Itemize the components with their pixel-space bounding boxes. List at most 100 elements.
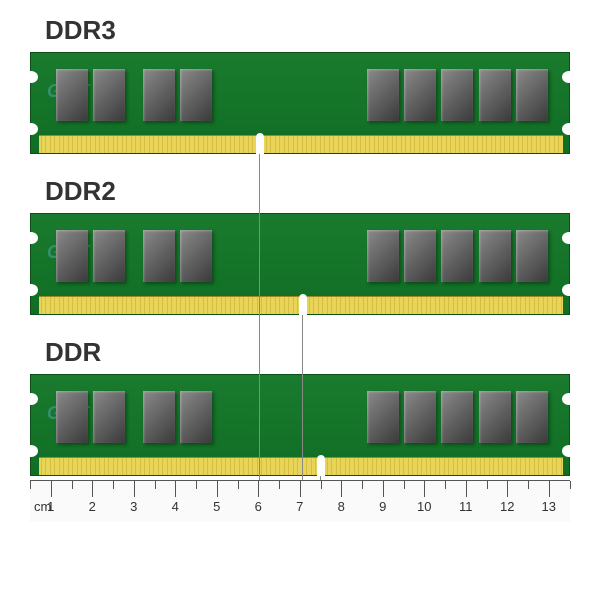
ruler-number: 7 <box>296 499 303 514</box>
memory-chip <box>93 391 125 443</box>
ruler-tick-major <box>51 481 52 497</box>
ruler-tick-minor <box>404 481 405 489</box>
ruler-tick-minor <box>113 481 114 489</box>
side-notch <box>24 393 38 405</box>
key-notch <box>317 455 325 477</box>
ram-comparison-diagram: DDR3 GHT DDR2 GHT DDR GHT <box>30 15 570 498</box>
memory-chip <box>516 391 548 443</box>
ruler-number: 6 <box>255 499 262 514</box>
module-label-ddr3: DDR3 <box>45 15 570 46</box>
memory-chip <box>441 391 473 443</box>
ruler-cm: cm12345678910111213 <box>30 480 570 522</box>
contact-pins <box>31 457 571 475</box>
ram-module-ddr: GHT <box>30 374 570 486</box>
ruler-tick-minor <box>487 481 488 489</box>
ruler-tick-major <box>549 481 550 497</box>
ruler-tick-minor <box>196 481 197 489</box>
module-label-ddr2: DDR2 <box>45 176 570 207</box>
memory-chip <box>56 230 88 282</box>
ruler-tick-major <box>217 481 218 497</box>
ruler-tick-major <box>258 481 259 497</box>
ruler-number: 1 <box>47 499 54 514</box>
side-notch <box>562 232 576 244</box>
memory-chip <box>180 230 212 282</box>
ruler-tick-minor <box>72 481 73 489</box>
memory-chip <box>516 69 548 121</box>
ruler-tick-major <box>383 481 384 497</box>
memory-chip <box>180 391 212 443</box>
memory-chip <box>516 230 548 282</box>
side-notch <box>24 123 38 135</box>
contact-segment <box>39 296 299 314</box>
pcb: GHT <box>30 52 570 154</box>
ruler-tick-major <box>507 481 508 497</box>
pcb: GHT <box>30 374 570 476</box>
contact-segment <box>39 457 317 475</box>
memory-chip <box>404 69 436 121</box>
ruler-tick-minor <box>155 481 156 489</box>
ruler-number: 8 <box>338 499 345 514</box>
memory-chip <box>367 69 399 121</box>
side-notch <box>562 284 576 296</box>
ruler-tick-minor <box>362 481 363 489</box>
ruler-number: 9 <box>379 499 386 514</box>
ruler-tick-major <box>92 481 93 497</box>
ruler-number: 5 <box>213 499 220 514</box>
memory-chip <box>93 230 125 282</box>
side-notch <box>562 123 576 135</box>
memory-chip <box>479 230 511 282</box>
ruler-tick-minor <box>279 481 280 489</box>
contact-pins <box>31 296 571 314</box>
ruler-tick-major <box>424 481 425 497</box>
module-label-ddr: DDR <box>45 337 570 368</box>
ruler-tick-minor <box>445 481 446 489</box>
memory-chip <box>180 69 212 121</box>
ruler-tick-major <box>175 481 176 497</box>
notch-guide-line <box>259 154 260 480</box>
ruler-tick-major <box>466 481 467 497</box>
memory-chip <box>404 391 436 443</box>
pcb: GHT <box>30 213 570 315</box>
ruler-number: 4 <box>172 499 179 514</box>
ruler-number: 13 <box>542 499 556 514</box>
ruler-tick-major <box>341 481 342 497</box>
ruler-number: 12 <box>500 499 514 514</box>
side-notch <box>24 71 38 83</box>
notch-guide-line <box>302 315 303 480</box>
contact-pins <box>31 135 571 153</box>
memory-chip <box>367 391 399 443</box>
side-notch <box>562 393 576 405</box>
ruler-tick-major <box>300 481 301 497</box>
memory-chip <box>56 391 88 443</box>
ruler-tick-minor <box>238 481 239 489</box>
memory-chip <box>479 391 511 443</box>
side-notch <box>562 71 576 83</box>
memory-chip <box>93 69 125 121</box>
contact-segment <box>264 135 563 153</box>
contact-segment <box>307 296 563 314</box>
ruler-number: 10 <box>417 499 431 514</box>
memory-chip <box>479 69 511 121</box>
memory-chip <box>441 230 473 282</box>
ruler-number: 2 <box>89 499 96 514</box>
notch-guide-line <box>320 476 321 480</box>
key-notch <box>256 133 264 155</box>
ruler-tick-minor <box>30 481 31 489</box>
contact-segment <box>39 135 256 153</box>
ruler-tick-major <box>134 481 135 497</box>
side-notch <box>562 445 576 457</box>
memory-chip <box>56 69 88 121</box>
memory-chip <box>143 391 175 443</box>
side-notch <box>24 284 38 296</box>
memory-chip <box>143 230 175 282</box>
side-notch <box>24 445 38 457</box>
side-notch <box>24 232 38 244</box>
memory-chip <box>367 230 399 282</box>
memory-chip <box>441 69 473 121</box>
ruler-number: 11 <box>459 499 473 514</box>
ruler-tick-minor <box>321 481 322 489</box>
memory-chip <box>143 69 175 121</box>
ruler-number: 3 <box>130 499 137 514</box>
memory-chip <box>404 230 436 282</box>
ruler-tick-minor <box>570 481 571 489</box>
